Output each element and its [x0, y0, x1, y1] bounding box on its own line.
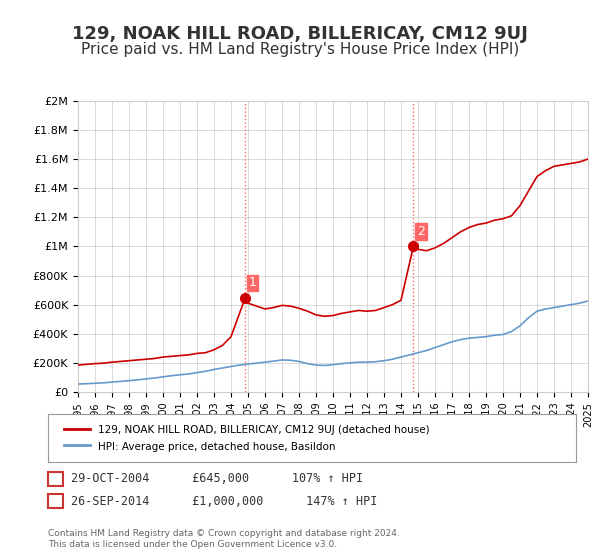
Text: 2: 2 — [417, 225, 425, 238]
Text: 129, NOAK HILL ROAD, BILLERICAY, CM12 9UJ: 129, NOAK HILL ROAD, BILLERICAY, CM12 9U… — [72, 25, 528, 43]
Text: 26-SEP-2014      £1,000,000      147% ↑ HPI: 26-SEP-2014 £1,000,000 147% ↑ HPI — [71, 494, 377, 508]
Legend: 129, NOAK HILL ROAD, BILLERICAY, CM12 9UJ (detached house), HPI: Average price, : 129, NOAK HILL ROAD, BILLERICAY, CM12 9U… — [58, 419, 435, 457]
Text: Contains HM Land Registry data © Crown copyright and database right 2024.
This d: Contains HM Land Registry data © Crown c… — [48, 529, 400, 549]
Text: 1: 1 — [248, 277, 256, 290]
Text: Price paid vs. HM Land Registry's House Price Index (HPI): Price paid vs. HM Land Registry's House … — [81, 42, 519, 57]
Text: 2: 2 — [52, 494, 60, 508]
Text: 29-OCT-2004      £645,000      107% ↑ HPI: 29-OCT-2004 £645,000 107% ↑ HPI — [71, 472, 363, 486]
Text: 1: 1 — [52, 472, 60, 486]
